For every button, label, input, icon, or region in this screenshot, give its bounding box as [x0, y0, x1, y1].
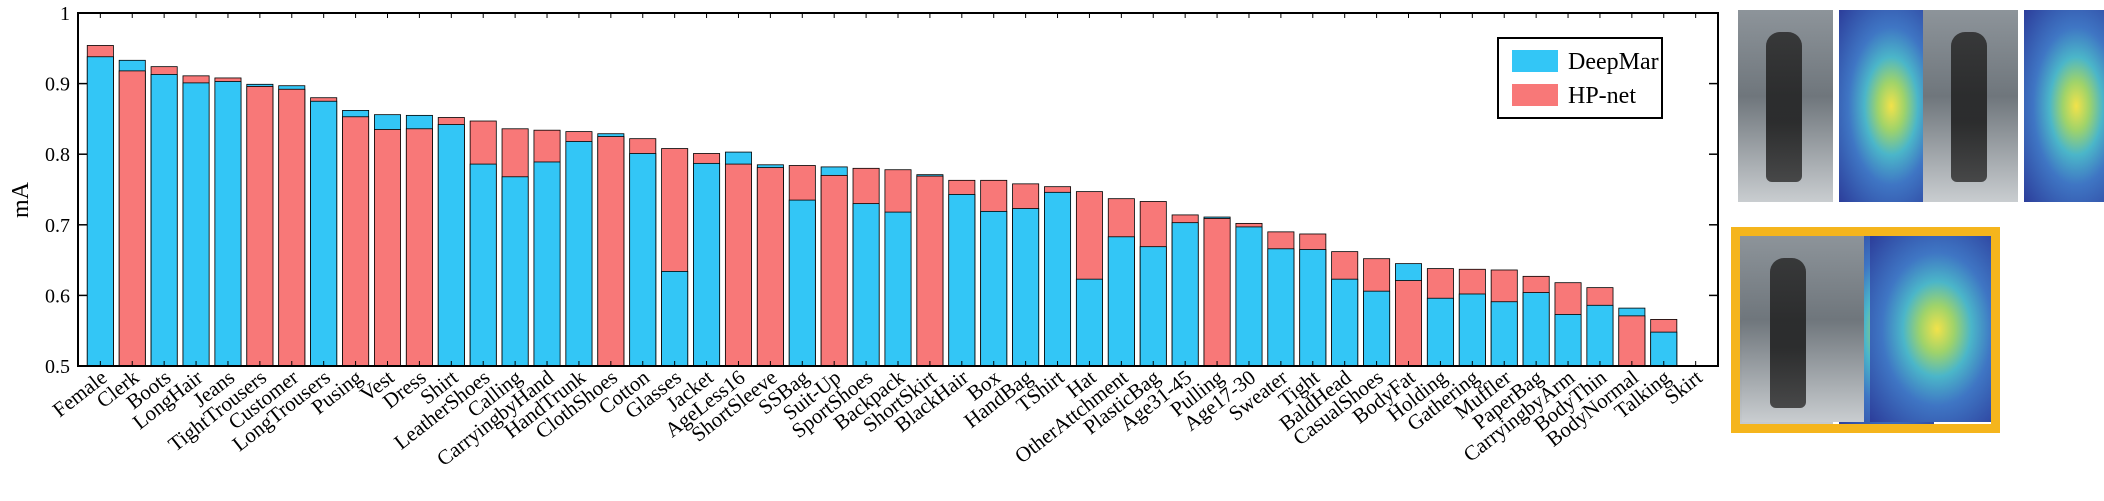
bar-deepmar — [1331, 278, 1359, 367]
bar-hpnet — [342, 116, 370, 367]
pedestrian-photo — [1742, 236, 1864, 422]
legend-label-hpnet: HP-net — [1568, 83, 1636, 109]
attention-heatmap — [1870, 236, 1992, 422]
bar-deepmar — [1044, 191, 1072, 367]
bar-deepmar — [884, 211, 912, 367]
bar-hpnet — [597, 136, 625, 367]
bar-hpnet — [724, 163, 752, 367]
bar-deepmar — [182, 82, 210, 367]
photo-pair-1 — [1738, 10, 1934, 202]
bar-deepmar — [1235, 226, 1263, 367]
x-axis-tick-labels: FemaleClerkBootsLongHairJeansTightTrouse… — [48, 361, 1707, 471]
bar-hpnet — [916, 175, 944, 367]
bar-hpnet — [756, 167, 784, 367]
bar-deepmar — [437, 124, 465, 367]
highlight-frame — [1731, 227, 2000, 433]
bar-deepmar — [1426, 297, 1454, 367]
bar-hpnet — [820, 174, 848, 367]
bar-deepmar — [629, 153, 657, 367]
bar-deepmar — [1012, 208, 1040, 367]
pedestrian-photo — [1923, 10, 2018, 202]
bar-deepmar — [948, 194, 976, 367]
bar-hpnet — [1395, 280, 1422, 367]
bar-deepmar — [310, 100, 338, 367]
bar-hpnet — [1203, 218, 1231, 367]
bar-deepmar — [533, 161, 561, 367]
bar-deepmar — [1267, 248, 1295, 367]
bar-deepmar — [661, 270, 689, 367]
bar-deepmar — [1554, 314, 1582, 367]
bar-hpnet — [278, 88, 306, 367]
bar-deepmar — [1586, 304, 1614, 367]
bar-hpnet — [118, 70, 146, 367]
bar-deepmar — [1139, 246, 1167, 367]
bar-hpnet — [374, 129, 401, 367]
bar-deepmar — [693, 162, 721, 367]
bar-deepmar — [1458, 293, 1486, 367]
bar-hpnet — [405, 128, 433, 367]
bar-deepmar — [1522, 292, 1550, 367]
bar-deepmar — [1299, 249, 1327, 367]
bar-deepmar — [1490, 301, 1518, 367]
y-tick-label: 0.7 — [45, 215, 70, 237]
y-tick-label: 0.9 — [45, 74, 70, 96]
bars-layer — [86, 45, 1678, 367]
bar-deepmar — [852, 203, 880, 367]
bar-deepmar — [788, 199, 816, 367]
bar-deepmar — [1650, 331, 1678, 367]
bar-deepmar — [980, 210, 1008, 367]
legend-swatch-hpnet — [1512, 84, 1558, 106]
y-tick-label: 0.6 — [45, 285, 70, 307]
attention-heatmap — [2024, 10, 2104, 202]
y-axis-label: mA — [8, 181, 34, 218]
y-tick-label: 1 — [60, 3, 70, 25]
photo-pair-4 — [1742, 236, 1992, 422]
legend-label-deepmar: DeepMar — [1568, 49, 1659, 75]
bar-deepmar — [565, 141, 593, 367]
bar-deepmar — [150, 74, 178, 367]
bar-deepmar — [86, 56, 114, 367]
legend: DeepMar HP-net — [1497, 37, 1663, 119]
bar-deepmar — [214, 81, 242, 367]
bar-deepmar — [1363, 290, 1391, 367]
bar-deepmar — [1107, 236, 1135, 367]
x-tick-label: Skirt — [1660, 365, 1707, 409]
y-axis-ticks: 0.5 0.6 0.7 0.8 0.9 1 — [45, 3, 1718, 378]
bar-deepmar — [1171, 222, 1199, 367]
bar-hpnet — [246, 86, 274, 367]
bar-deepmar — [501, 176, 529, 367]
pedestrian-photo — [1738, 10, 1833, 202]
bar-deepmar — [1075, 278, 1103, 367]
legend-swatch-deepmar — [1512, 50, 1558, 72]
bar-deepmar — [469, 163, 497, 367]
photo-pair-2 — [1923, 10, 2104, 202]
bar-hpnet — [1618, 315, 1646, 367]
y-tick-label: 0.5 — [45, 356, 70, 378]
y-tick-label: 0.8 — [45, 144, 70, 166]
attention-heatmap — [1839, 10, 1934, 202]
